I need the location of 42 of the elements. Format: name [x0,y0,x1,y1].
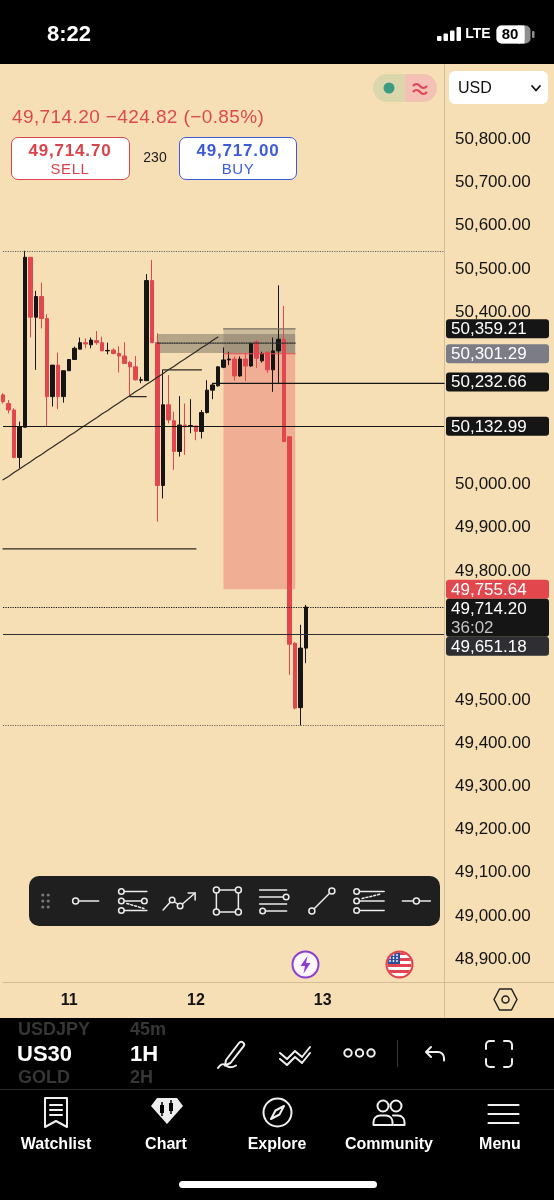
y-tick-label: 48,900.00 [455,948,531,968]
annotation: 49,714.70 [28,140,112,161]
text: 50,359.21 [451,319,527,339]
y-tick-label: 50,800.00 [455,129,531,149]
text: 80 [501,24,519,43]
ref-line-label: 50,132.99 [451,416,527,436]
text: Chart [145,1135,187,1153]
text: 1H [130,1040,159,1067]
text: 49,714.20 −424.82 (−0.85%) [12,105,265,128]
x-tick-label: 12 [187,990,205,1008]
annotation: BUY [221,159,255,178]
y-tick-label: 50,000.00 [455,474,531,494]
text: Menu [479,1135,521,1153]
text: 50,301.29 [451,344,527,364]
y-tick-label: 49,000.00 [455,905,531,925]
annotation: 230 [143,149,167,166]
ref-line-label: 49,714.20 36:02 [451,598,527,637]
y-tick-label: 49,300.00 [455,776,531,796]
x-tick-label: 13 [313,990,332,1008]
y-tick-label: 49,200.00 [455,819,531,839]
y-tick-label: 50,400.00 [455,301,531,321]
y-tick-label: 49,400.00 [455,733,531,753]
text: US30 [17,1040,73,1067]
text: 50,232.66 [451,372,527,392]
text: Community [345,1135,433,1153]
ref-line-label: 49,651.18 [451,636,527,656]
y-tick-label: 49,100.00 [455,862,531,882]
text: USD [458,79,492,97]
text: 8:22 [46,20,92,47]
y-tick-label: 50,500.00 [455,258,531,278]
annotation: 49,717.00 [196,140,280,161]
y-tick-label: 49,800.00 [455,560,531,580]
text: LTE [465,25,491,42]
annotation: SELL [50,159,90,178]
y-tick-label: 49,500.00 [455,689,531,709]
y-tick-label: 50,600.00 [455,215,531,235]
text: Explore [247,1135,307,1153]
x-tick-label: 11 [60,990,78,1008]
text: 49,755.64 [451,579,527,599]
text: Watchlist [20,1135,92,1153]
y-tick-label: 50,700.00 [455,172,531,192]
y-tick-label: 49,900.00 [455,517,531,537]
